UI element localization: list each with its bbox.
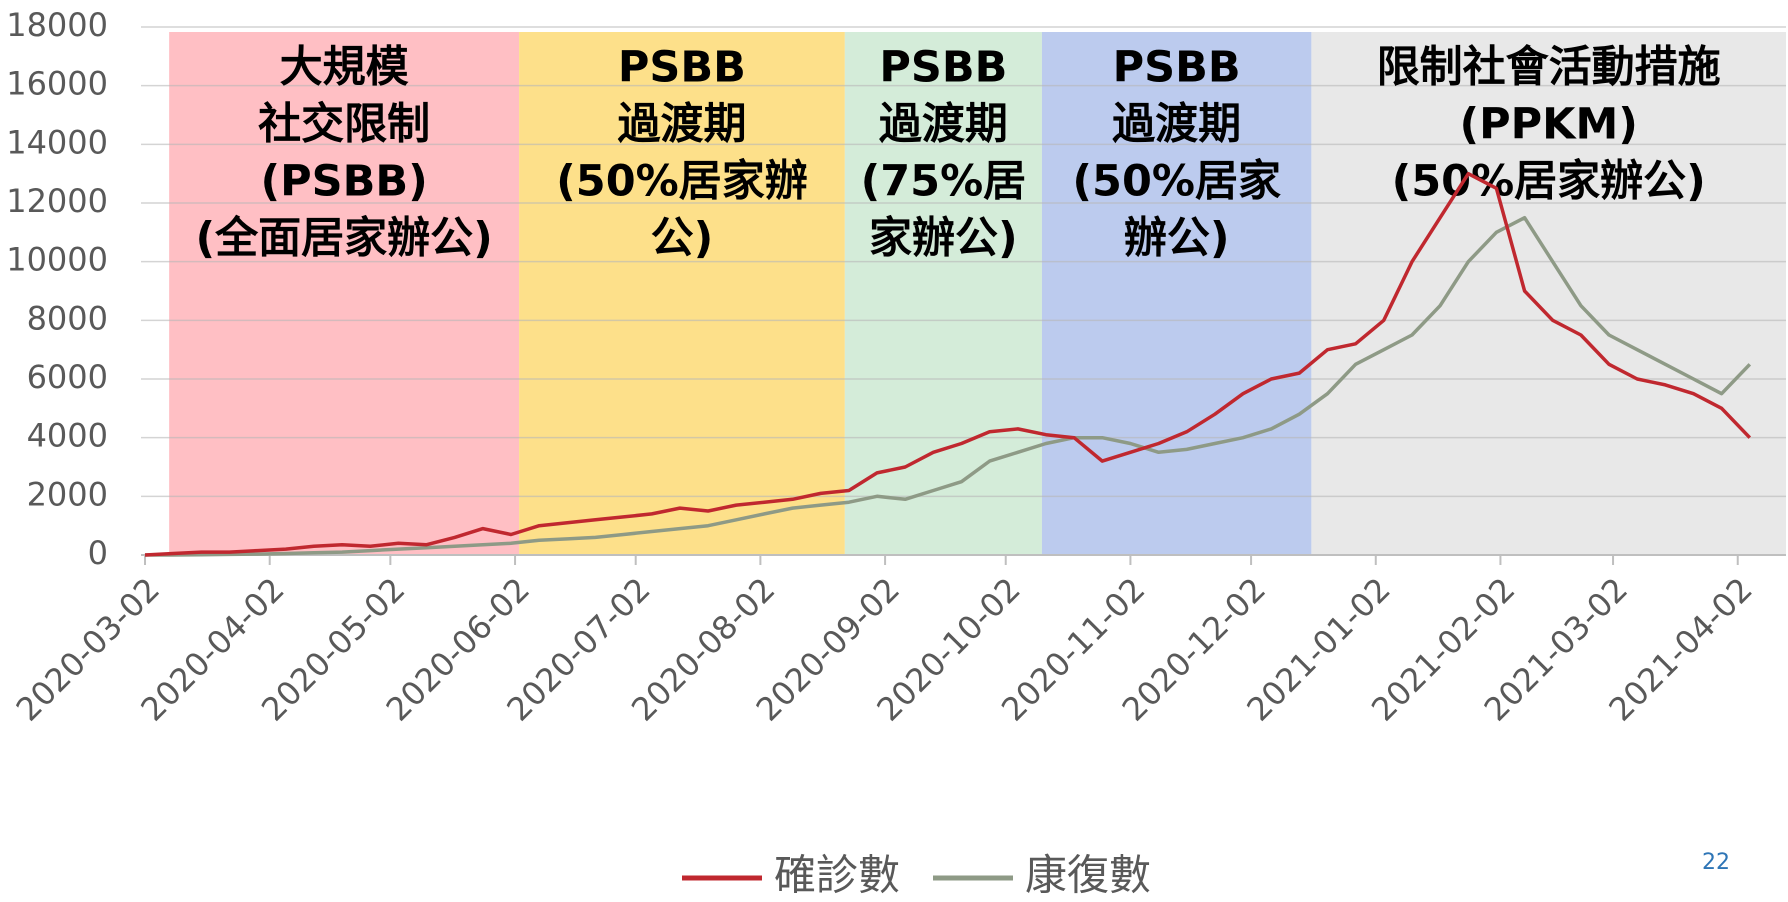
period-label: 社交限制: [258, 100, 430, 150]
y-tick-label: 16000: [6, 65, 108, 103]
period-band: [1041, 32, 1312, 555]
y-tick-label: 18000: [6, 6, 108, 44]
period-label: PSBB: [879, 43, 1007, 93]
period-label: (50%居家辦: [556, 157, 808, 207]
period-label: 公): [651, 214, 714, 264]
period-label: 過渡期: [1112, 100, 1241, 150]
period-label: (50%居家: [1072, 157, 1281, 207]
period-label: 過渡期: [617, 100, 746, 150]
period-label: 限制社會活動措施: [1377, 43, 1721, 93]
y-tick-label: 8000: [27, 299, 108, 337]
y-tick-label: 6000: [27, 358, 108, 396]
period-band: [519, 32, 845, 555]
period-label: (PSBB): [260, 157, 427, 207]
period-band: [844, 32, 1042, 555]
period-label: (75%居: [861, 157, 1027, 207]
y-tick-label: 12000: [6, 182, 108, 220]
period-label: 過渡期: [879, 100, 1008, 150]
legend-label: 確診數: [774, 851, 900, 900]
y-tick-label: 2000: [27, 475, 108, 513]
legend-label: 康復數: [1025, 851, 1151, 900]
period-label: (PPKM): [1459, 100, 1637, 150]
periods: [169, 32, 1786, 555]
period-label: PSBB: [1113, 43, 1241, 93]
period-label: 家辦公): [869, 214, 1018, 264]
y-tick-label: 0: [88, 534, 108, 572]
period-label: 辦公): [1124, 214, 1230, 264]
period-label: (50%居家辦公): [1392, 157, 1706, 207]
period-label: 大規模: [280, 43, 409, 93]
series-line: [144, 171, 1752, 557]
period-label: (全面居家辦公): [195, 214, 492, 264]
y-tick-label: 4000: [27, 417, 108, 455]
y-tick-label: 14000: [6, 123, 108, 161]
y-tick-label: 10000: [6, 241, 108, 279]
period-label: PSBB: [618, 43, 746, 93]
page-number: 22: [1702, 850, 1730, 875]
series-line: [145, 215, 1752, 557]
period-band: [1311, 32, 1786, 555]
period-band: [169, 32, 520, 555]
